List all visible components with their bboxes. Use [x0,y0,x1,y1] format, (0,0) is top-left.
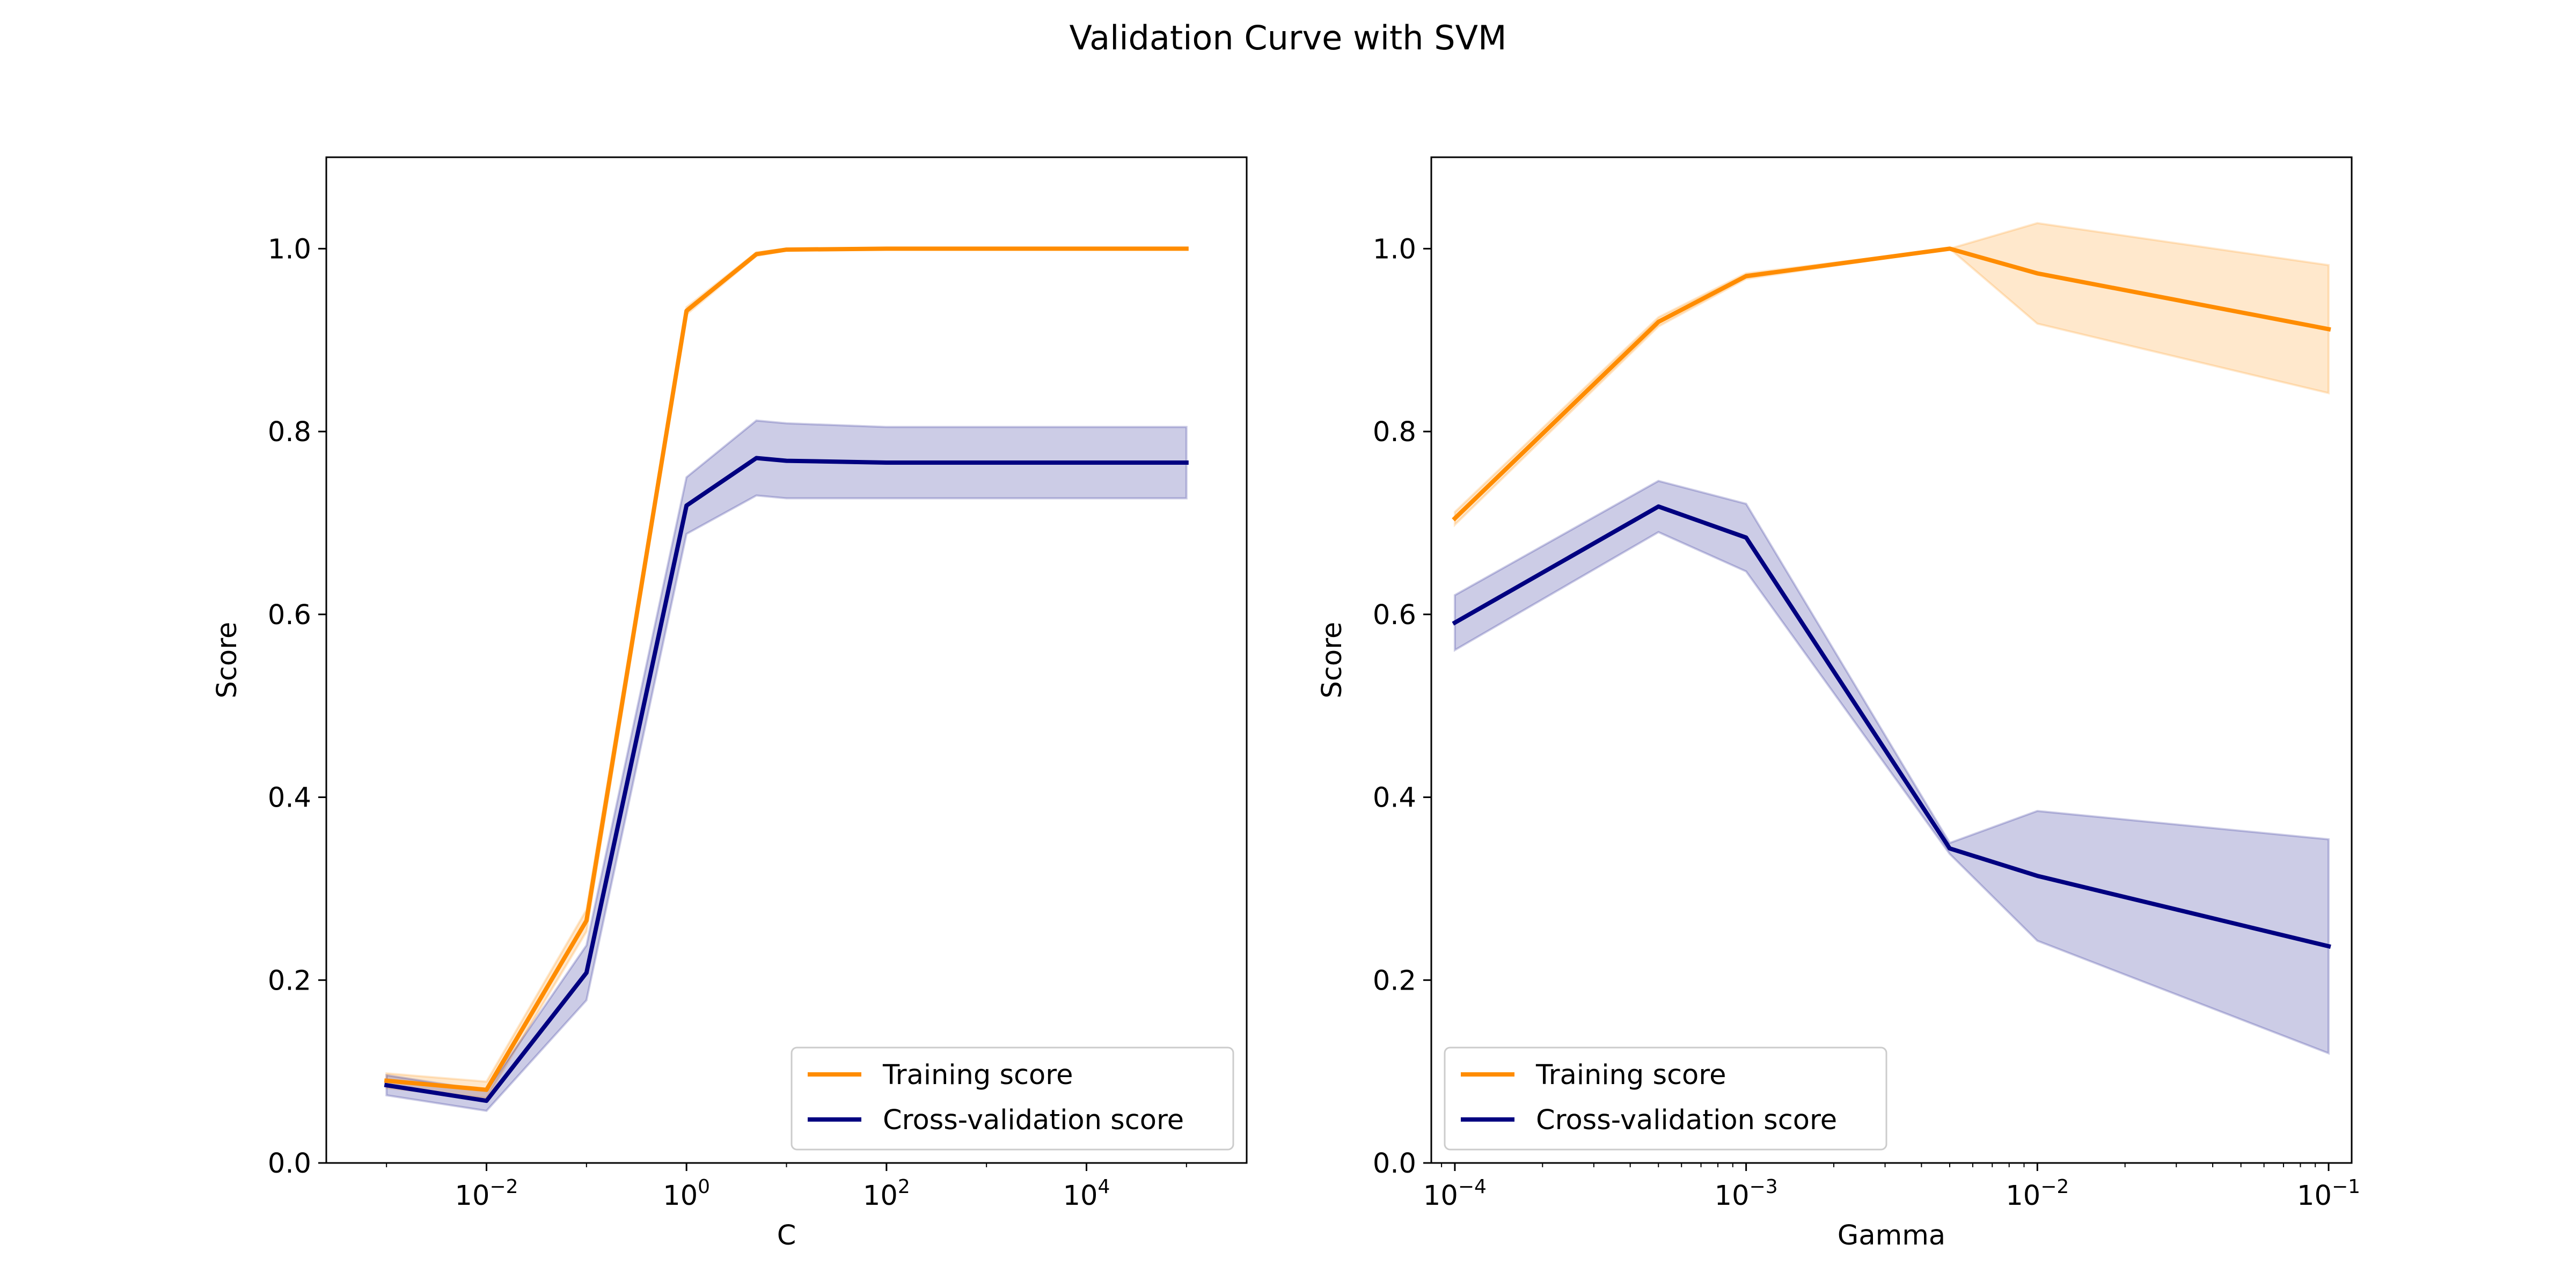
y-tick-label: 0.8 [1373,416,1416,448]
x-tick-label: 10−1 [2297,1176,2360,1212]
legend-label-0: Training score [882,1059,1073,1091]
series-line-0 [384,246,1189,1092]
x-tick-label: 10−3 [1715,1176,1778,1212]
series-line-1 [384,456,1189,1103]
x-tick-label: 10−2 [2006,1176,2069,1212]
y-tick-label: 0.2 [268,965,311,997]
series-line-1 [1452,504,2331,949]
y-tick-label: 0.6 [1373,599,1416,631]
x-tick-label: 102 [863,1176,910,1212]
panel-c: 0.0 0.2 0.4 0.6 0.8 1.0 10−2 100 102 104 C Score Tra… [211,156,1248,1252]
plot-area [384,246,1189,1113]
x-tick-label: 100 [663,1176,710,1212]
y-tick-label: 0.2 [1373,965,1416,997]
legend-label-0: Training score [1535,1059,1726,1091]
x-axis-label: Gamma [1838,1220,1945,1252]
y-tick-label: 0.0 [268,1148,311,1180]
figure-title: Validation Curve with SVM [1070,18,1507,57]
legend: Training score Cross-validation score [791,1046,1234,1151]
y-axis-label: Score [211,622,243,699]
y-tick-label: 0.6 [268,599,311,631]
y-tick-label: 0.4 [268,782,311,814]
legend-box [1444,1046,1887,1151]
legend: Training score Cross-validation score [1444,1046,1887,1151]
series-band-1 [385,419,1188,1113]
x-tick-label: 104 [1063,1176,1110,1212]
y-tick-label: 0.0 [1373,1148,1416,1180]
legend-label-1: Cross-validation score [883,1104,1184,1136]
y-tick-label: 1.0 [268,233,311,265]
series-line-0 [1452,246,2331,522]
y-tick-label: 0.4 [1373,782,1416,814]
axes-frame [1430,156,2353,1164]
x-tick-label: 10−2 [455,1176,518,1212]
series-band-1 [1453,479,2330,1055]
y-tick-label: 0.8 [268,416,311,448]
x-axis-label: C [777,1220,796,1252]
panel-gamma: 0.0 0.2 0.4 0.6 0.8 1.0 10−4 10−3 10−2 10−1 Gamma S… [1316,156,2360,1252]
legend-box [791,1046,1234,1151]
y-axis-label: Score [1316,622,1348,699]
x-tick-label: 10−4 [1423,1176,1487,1212]
series-band-0 [1453,222,2330,528]
y-tick-label: 1.0 [1373,233,1416,265]
plot-area [1452,222,2331,1055]
legend-label-1: Cross-validation score [1536,1104,1837,1136]
